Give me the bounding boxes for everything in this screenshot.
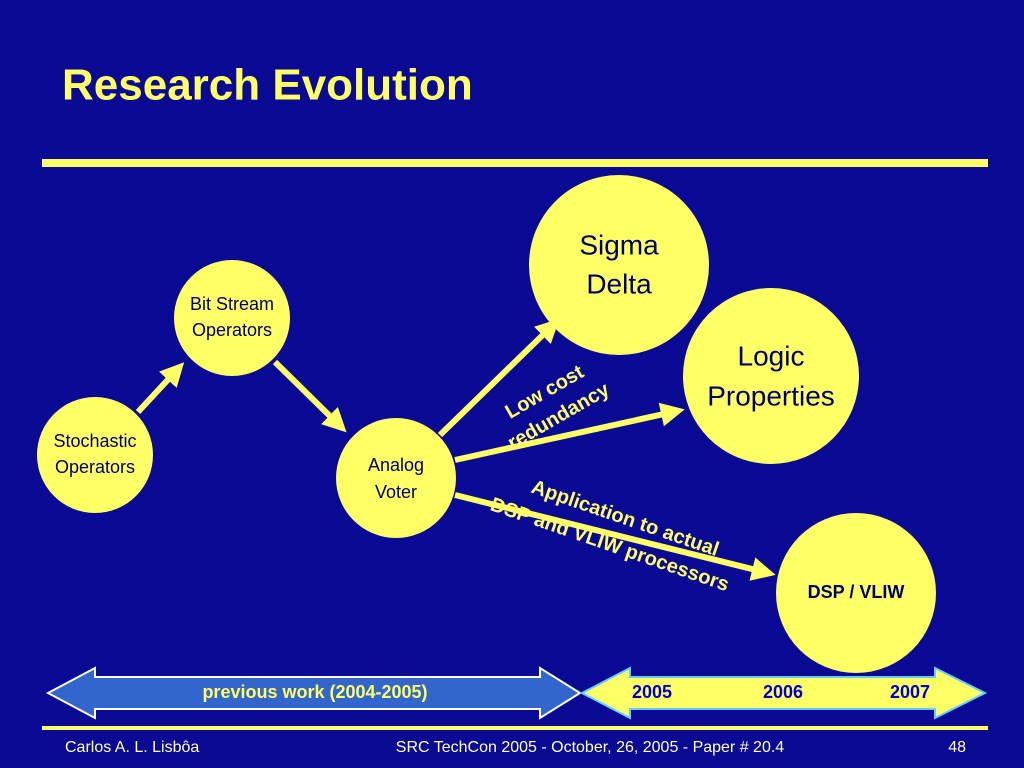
node: [776, 513, 936, 673]
footer-page: 48: [948, 739, 966, 756]
arrow: [454, 492, 776, 581]
footer-event: SRC TechCon 2005 - October, 26, 2005 - P…: [396, 739, 784, 756]
timeline-future: [579, 666, 988, 720]
node-label: DSP / VLIW: [808, 582, 905, 602]
title: Research Evolution: [62, 61, 473, 110]
arrow: [437, 318, 560, 438]
node-label: Operators: [192, 320, 272, 340]
rule: [42, 159, 988, 167]
edge-label: Application to actual DSP and VLIW proce…: [487, 476, 731, 596]
node: [37, 397, 153, 513]
year: 2007: [890, 682, 930, 702]
year: 2006: [763, 682, 803, 702]
timeline-label: previous work (2004-2005): [202, 682, 427, 702]
arrow: [272, 359, 347, 433]
node-label: Analog: [368, 455, 424, 475]
node: [336, 418, 456, 538]
arrow: [135, 362, 185, 415]
node-label: Operators: [55, 457, 135, 477]
node-label: Logic: [738, 340, 805, 371]
node-label: Bit Stream: [190, 294, 274, 314]
node: [529, 175, 709, 355]
node: [174, 260, 290, 376]
footer-author: Carlos A. L. Lisbôa: [65, 739, 199, 756]
rule: [42, 726, 988, 730]
node-label: Voter: [375, 482, 417, 502]
arrow: [454, 402, 685, 463]
node-label: Sigma: [579, 229, 659, 260]
year: 2005: [632, 682, 672, 702]
node-label: Stochastic: [53, 431, 136, 451]
node-label: Delta: [586, 268, 652, 299]
node-label: Properties: [707, 380, 835, 411]
node: [683, 288, 859, 464]
